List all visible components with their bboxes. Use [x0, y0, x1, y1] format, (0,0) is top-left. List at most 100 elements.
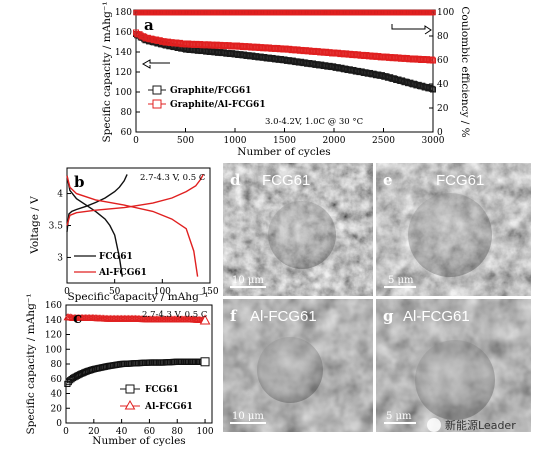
sem-e-particle — [408, 193, 492, 277]
legend-a-label-0: Graphite/FCG61 — [170, 86, 251, 96]
chart-c-xtick-label-2: 40 — [116, 427, 128, 437]
legend-a-marker-1 — [152, 99, 162, 109]
series-c-1 — [63, 313, 211, 325]
chart-c-ytick-label-2: 40 — [51, 390, 63, 400]
chart-a-y2tick-label-4: 80 — [437, 32, 449, 42]
ce-series-a-1 — [133, 9, 436, 16]
chart-b-xtick-label-2: 100 — [154, 287, 171, 297]
series-c-0-end-marker — [200, 357, 210, 367]
chart-a-y2tick-label-2: 40 — [437, 80, 449, 90]
chart-c-xtick-label-5: 100 — [196, 427, 213, 437]
series-c-0 — [64, 357, 210, 388]
sem-g-scale: 5 μm — [386, 411, 412, 422]
chart-a-xtick-label-5: 2500 — [372, 136, 395, 146]
chart-c-xtick-label-1: 20 — [88, 427, 100, 437]
series-a-0-point — [430, 86, 436, 93]
chart-a-panel-letter: a — [144, 16, 154, 34]
chart-a-ytick-label-3: 120 — [115, 68, 132, 78]
chart-b-xtick-label-0: 0 — [64, 287, 70, 297]
sem-d-letter: d — [230, 171, 241, 189]
chart-b-xtick-label-3: 150 — [201, 287, 218, 297]
chart-c-ytick-label-8: 160 — [45, 301, 62, 311]
watermark-logo-icon — [427, 418, 441, 432]
chart-b-xtick-label-1: 50 — [109, 287, 121, 297]
chart-c-panel-letter: c — [73, 309, 82, 327]
sem-image-g: g Al-FCG61 5 μm — [376, 299, 531, 432]
chart-c-ytick-label-1: 20 — [51, 404, 63, 414]
legend-b-label-0: FCG61 — [99, 252, 133, 262]
chart-a-xtick-label-1: 500 — [177, 136, 194, 146]
sem-image-f: f Al-FCG61 10 μm — [223, 299, 373, 432]
chart-b-xlabel: Specific capacity / mAhg⁻¹ — [67, 291, 208, 303]
chart-a-y2tick-label-1: 20 — [437, 104, 449, 114]
series-b-1-charge-curve — [66, 174, 204, 226]
legend-c-marker-0 — [125, 384, 135, 394]
chart-c-xtick-label-0: 0 — [63, 427, 69, 437]
watermark-text: 新能源Leader — [445, 418, 516, 432]
legend-b-label-1: Al-FCG61 — [98, 268, 147, 278]
chart-a-y2tick-label-5: 100 — [437, 8, 454, 18]
chart-b: 0 50 100 150 3 3.5 4 b 2.7-4.3 V, 0.5 C Specif… — [29, 167, 219, 303]
chart-a-ylabel: Specific capacity / mAhg⁻¹ — [101, 1, 113, 142]
chart-a-xlabel: Number of cycles — [237, 146, 330, 158]
chart-a-annotation: 3.0-4.2V, 1.0C @ 30 °C — [265, 117, 363, 127]
sem-g-particle — [415, 340, 495, 420]
chart-a: 0 500 1000 1500 2000 2500 30006080100120140160… — [101, 1, 471, 158]
chart-c-xlabel: Number of cycles — [92, 435, 185, 447]
chart-a-ytick-label-6: 180 — [115, 8, 132, 18]
watermark: 新能源Leader — [427, 418, 516, 432]
chart-c-ytick-label-3: 60 — [51, 375, 63, 385]
chart-c-ytick-label-5: 100 — [45, 345, 62, 355]
chart-a-ytick-label-5: 160 — [115, 28, 132, 38]
chart-a-ytick-label-2: 100 — [115, 88, 132, 98]
chart-a-xtick-label-6: 3000 — [422, 136, 445, 146]
sem-f-scale: 10 μm — [232, 411, 264, 422]
series-a-0-point — [428, 85, 435, 92]
chart-a-frame — [135, 11, 434, 133]
sem-f-letter: f — [230, 307, 238, 325]
sem-d-particle — [268, 201, 336, 269]
chart-c-ytick-label-7: 140 — [45, 316, 62, 326]
series-b-0-charge-curve — [66, 174, 128, 232]
chart-a-ytick-label-0: 60 — [121, 128, 133, 138]
legend-c-marker-1 — [124, 399, 136, 410]
chart-c-annotation: 2.7-4.3 V, 0.5 C — [142, 310, 207, 320]
chart-b-annotation: 2.7-4.3 V, 0.5 C — [140, 173, 205, 183]
chart-a-y2label: Coulombic efficiency / % — [459, 6, 471, 137]
chart-a-ytick-label-1: 80 — [121, 108, 133, 118]
legend-a-marker-0 — [152, 85, 162, 95]
series-a-1-point — [430, 57, 436, 64]
sem-image-d: d FCG61 10 μm — [223, 163, 373, 296]
legend-c-label-1: Al-FCG61 — [144, 402, 193, 412]
chart-c-ylabel: Specific capacity / mAhg⁻¹ — [25, 293, 37, 434]
chart-b-panel-letter: b — [74, 173, 85, 191]
chart-b-ytick-label-1: 3 — [57, 253, 63, 263]
series-a-0 — [133, 31, 436, 93]
chart-b-legend: FCG61 Al-FCG61 — [74, 252, 147, 278]
series-b-1-discharge-curve — [66, 175, 199, 277]
chart-a-y2tick-label-0: 0 — [437, 128, 443, 138]
chart-c: 0 20 40 60 80 100 0 20 40 60 80 100 120 140 160 c 2.7-… — [25, 293, 214, 447]
sem-e-title: FCG61 — [436, 172, 484, 189]
chart-a-ytick-label-4: 140 — [115, 48, 132, 58]
sem-e-scale: 5 μm — [388, 275, 414, 286]
chart-c-legend: FCG61 Al-FCG61 — [120, 384, 193, 412]
chart-c-xtick-label-4: 80 — [172, 427, 184, 437]
series-c-1-end-marker — [199, 314, 211, 325]
chart-c-ytick-label-6: 120 — [45, 331, 62, 341]
legend-c-label-0: FCG61 — [145, 385, 179, 395]
series-a-1-point — [428, 56, 435, 63]
sem-d-title: FCG61 — [262, 172, 310, 189]
chart-c-xtick-label-3: 60 — [144, 427, 156, 437]
chart-b-frame — [66, 167, 211, 284]
sem-d-scale: 10 μm — [232, 275, 264, 286]
sem-e-letter: e — [383, 171, 393, 189]
chart-c-ytick-label-4: 80 — [51, 360, 63, 370]
sem-f-title: Al-FCG61 — [250, 308, 317, 325]
legend-a-label-1: Graphite/Al-FCG61 — [170, 100, 266, 110]
series-a-1 — [133, 29, 436, 64]
chart-a-xtick-label-3: 1500 — [273, 136, 296, 146]
chart-a-right-arrow — [391, 24, 432, 35]
chart-b-ytick-label-2: 3.5 — [49, 222, 64, 232]
